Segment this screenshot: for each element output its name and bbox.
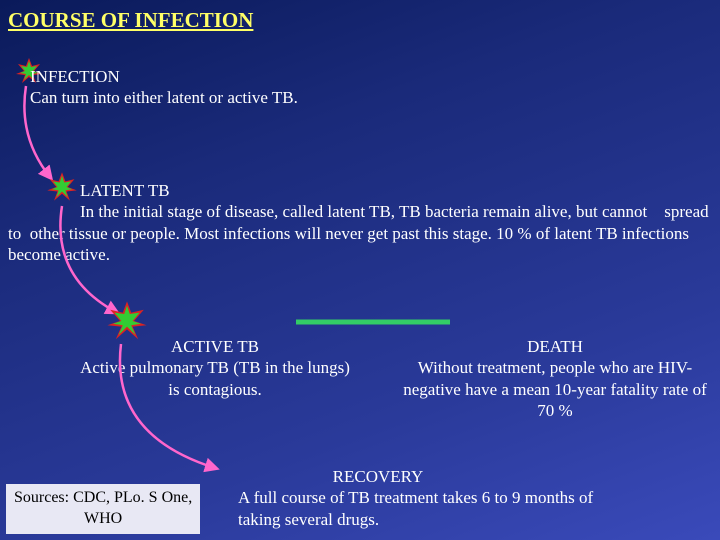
latent-stage: LATENT TB In the initial stage of diseas… (8, 180, 712, 265)
page-title: COURSE OF INFECTION (8, 8, 253, 33)
recovery-text: A full course of TB treatment takes 6 to… (238, 488, 593, 528)
death-text: Without treatment, people who are HIV-ne… (403, 358, 706, 420)
latent-text: In the initial stage of disease, called … (8, 201, 712, 265)
infection-heading: INFECTION (30, 67, 120, 86)
active-text: Active pulmonary TB (TB in the lungs) is… (80, 358, 350, 398)
latent-heading: LATENT TB (80, 181, 170, 200)
active-stage: ACTIVE TB Active pulmonary TB (TB in the… (80, 336, 350, 400)
sources-box: Sources: CDC, PLo. S One,WHO (6, 484, 200, 534)
recovery-stage: RECOVERY A full course of TB treatment t… (238, 466, 598, 530)
active-heading: ACTIVE TB (171, 337, 259, 356)
infection-stage: INFECTION Can turn into either latent or… (30, 66, 690, 109)
death-heading: DEATH (527, 337, 583, 356)
recovery-heading: RECOVERY (333, 467, 424, 486)
death-stage: DEATH Without treatment, people who are … (400, 336, 710, 421)
infection-text: Can turn into either latent or active TB… (30, 88, 298, 107)
arrow-active-to-death (290, 310, 460, 334)
